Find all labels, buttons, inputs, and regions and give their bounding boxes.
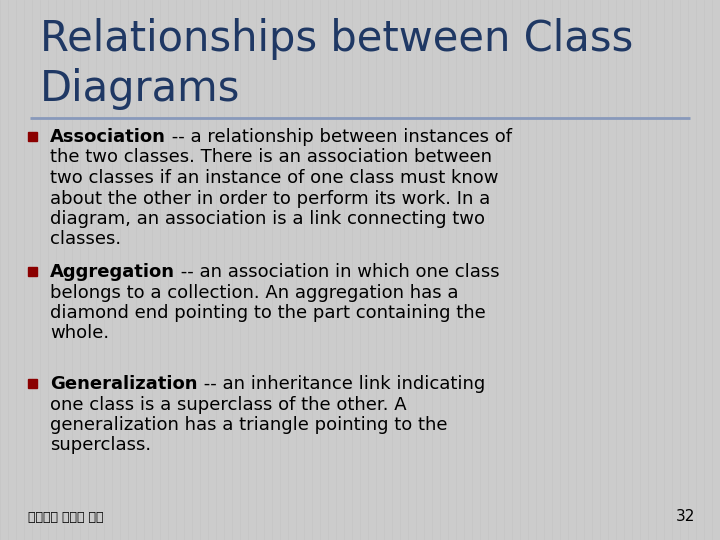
Text: belongs to a collection. An aggregation has a: belongs to a collection. An aggregation … — [50, 284, 459, 301]
Text: 交大資工 蔡文能 計概: 交大資工 蔡文能 計概 — [28, 511, 104, 524]
Text: diamond end pointing to the part containing the: diamond end pointing to the part contain… — [50, 304, 486, 322]
Text: two classes if an instance of one class must know: two classes if an instance of one class … — [50, 169, 498, 187]
Text: diagram, an association is a link connecting two: diagram, an association is a link connec… — [50, 210, 485, 228]
Text: the two classes. There is an association between: the two classes. There is an association… — [50, 148, 492, 166]
Text: one class is a superclass of the other. A: one class is a superclass of the other. … — [50, 395, 407, 414]
Text: superclass.: superclass. — [50, 436, 151, 455]
Text: Aggregation: Aggregation — [50, 263, 175, 281]
Text: Diagrams: Diagrams — [40, 68, 240, 110]
Text: about the other in order to perform its work. In a: about the other in order to perform its … — [50, 190, 490, 207]
Text: generalization has a triangle pointing to the: generalization has a triangle pointing t… — [50, 416, 448, 434]
Bar — [28, 267, 37, 276]
Text: -- an inheritance link indicating: -- an inheritance link indicating — [197, 375, 485, 393]
Bar — [28, 132, 37, 141]
Text: Relationships between Class: Relationships between Class — [40, 18, 634, 60]
Bar — [28, 379, 37, 388]
Text: -- an association in which one class: -- an association in which one class — [175, 263, 500, 281]
Text: Association: Association — [50, 128, 166, 146]
Text: 32: 32 — [675, 509, 695, 524]
Text: Generalization: Generalization — [50, 375, 197, 393]
Text: classes.: classes. — [50, 231, 121, 248]
Text: whole.: whole. — [50, 325, 109, 342]
Text: -- a relationship between instances of: -- a relationship between instances of — [166, 128, 512, 146]
